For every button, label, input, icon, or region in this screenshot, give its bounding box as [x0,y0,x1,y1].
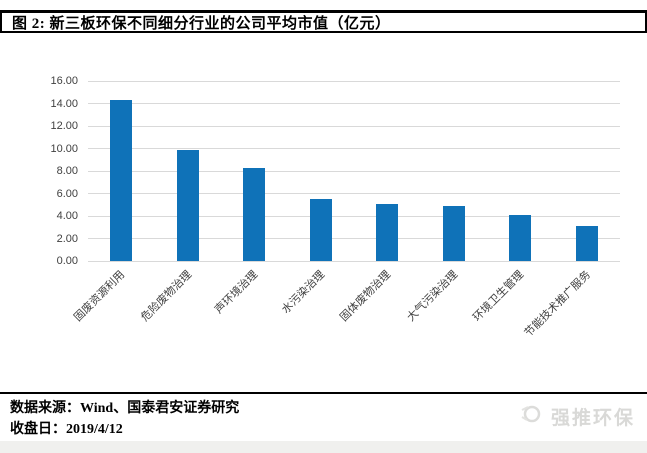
y-axis-tick-label: 14.00 [50,97,78,110]
data-source-label: 数据来源：Wind、国泰君安证券研究 [10,401,240,416]
y-axis-tick-label: 12.00 [50,120,78,132]
x-axis-category-label: 大气污染治理 [404,268,460,324]
figure-title: 图 2: 新三板环保不同细分行业的公司平均市值（亿元） [12,15,391,32]
x-axis-category-label: 节能技术推广服务 [522,268,593,340]
bar-水污染治理 [309,199,332,261]
watermark: 强推环保 [519,403,635,429]
figure-panel: 图 2: 新三板环保不同细分行业的公司平均市值（亿元） 16.00 14.00 12… [0,0,647,441]
y-axis-tick-label: 10.00 [50,142,78,155]
y-axis-tick-label: 2.00 [56,232,78,245]
x-axis-category-label: 固废资源利用 [72,268,128,324]
x-axis-category-label: 声环境治理 [213,268,261,317]
gridline [88,125,620,127]
bar-声环境治理 [243,167,266,261]
watermark-label: 强推环保 [550,407,635,429]
gridline [88,260,620,262]
y-axis-tick-label: 4.00 [56,210,78,222]
x-axis-category-label: 固体废物治理 [338,268,394,324]
y-axis-tick-label: 6.00 [56,187,78,200]
bar-节能技术推广服务 [575,226,598,261]
x-axis-category-label: 危险废物治理 [138,268,194,324]
gridline [88,170,620,172]
brand-logo-icon [519,402,543,431]
y-axis-tick-label: 0.00 [56,255,78,267]
y-axis-tick-label: 8.00 [56,165,78,177]
page-bottom-band [0,441,647,453]
footer-divider [0,392,647,394]
gridline [88,238,620,239]
bar-固体废物治理 [376,203,399,261]
gridline [88,193,620,194]
gridline [88,80,620,82]
y-axis-tick-label: 16.00 [50,75,78,87]
gridline [88,103,620,104]
x-axis-category-label: 环境卫生管理 [471,268,527,324]
bar-危险废物治理 [176,149,199,261]
bar-固废资源利用 [110,100,133,261]
bar-大气污染治理 [442,205,465,261]
gridline [88,148,620,149]
figure-title-bar: 图 2: 新三板环保不同细分行业的公司平均市值（亿元） [0,10,647,33]
closing-date-label: 收盘日：2019/4/12 [10,422,123,437]
gridline [88,215,620,217]
bar-环境卫生管理 [509,214,532,261]
plot-area [88,80,620,262]
x-axis-category-label: 水污染治理 [279,268,327,317]
bar-chart: 16.00 14.00 12.00 10.00 8.00 6.00 4.00 2.00 0.00… [0,40,647,390]
footer-notes: 数据来源：Wind、国泰君安证券研究 收盘日：2019/4/12 [10,398,239,440]
